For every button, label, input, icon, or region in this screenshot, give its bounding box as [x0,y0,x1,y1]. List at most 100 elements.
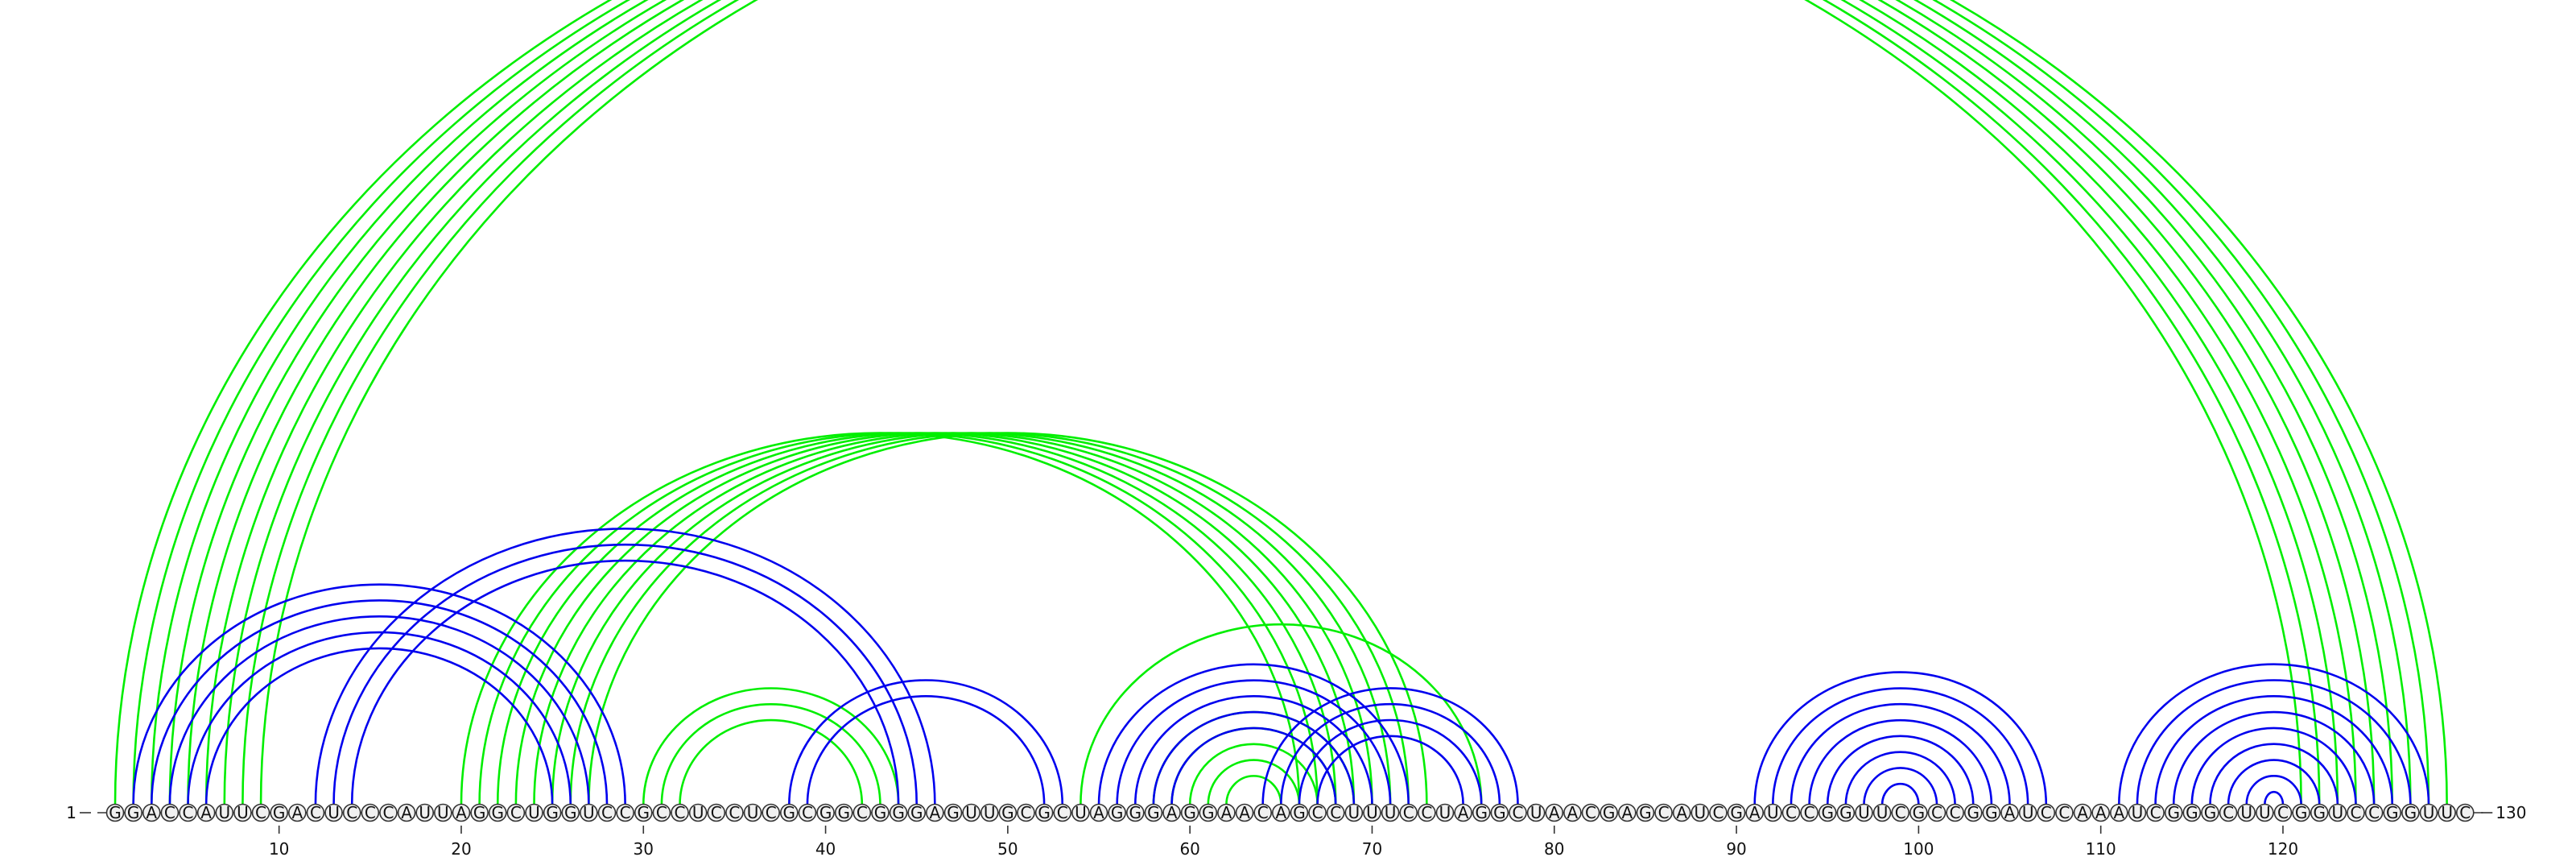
nucleotide-letter: G [1129,803,1142,822]
nucleotide-letter: U [1348,803,1360,822]
nucleotide-97: U [1855,803,1873,822]
nucleotide-circle [889,803,908,822]
nucleotide-letter: U [1530,803,1542,822]
primary-arc-98-100 [1880,782,1920,805]
nucleotide-circle [1909,803,1928,822]
nucleotide-78: C [1509,803,1527,822]
nucleotide-8: U [233,803,252,822]
nucleotide-letter: G [127,803,140,822]
nucleotide-circle [1180,803,1199,822]
tick-label-40: 40 [815,839,836,857]
nucleotide-123: U [2328,803,2347,822]
nucleotide-80: A [1545,803,1564,822]
alternate-structure-arcs [114,0,2448,805]
nucleotide-letter: U [2423,803,2435,822]
nucleotide-circle [1344,803,1364,822]
nucleotide-circle [1855,803,1873,822]
nucleotide-circle [233,803,252,822]
nucleotide-circle [1034,803,1054,822]
nucleotide-letter: G [564,803,577,822]
alternate-arc-7-127 [223,0,2412,805]
nucleotide-120: C [2273,803,2293,822]
primary-arc-66-76 [1298,718,1483,805]
nucleotide-1: G [105,803,125,822]
nucleotide-circle [834,803,853,822]
nucleotide-46: A [926,803,944,822]
nucleotide-21: G [470,803,489,822]
nucleotide-18: U [415,803,435,822]
tick-label-80: 80 [1544,839,1564,857]
nucleotide-circle [1199,803,1218,822]
nucleotide-19: U [434,803,452,822]
nucleotide-letter: A [1239,803,1250,822]
nucleotide-circle [852,803,872,822]
alternate-arc-30-44 [642,687,900,805]
nucleotide-letter: A [2077,803,2088,822]
nucleotide-circle [1125,803,1145,822]
tick-label-30: 30 [634,839,654,857]
nucleotide-letter: G [2313,803,2326,822]
nucleotide-letter: C [766,803,777,822]
primary-arc-56-71 [1116,679,1392,805]
nucleotide-circle [1053,803,1072,822]
nucleotide-letter: A [1676,803,1687,822]
nucleotide-letter: A [1621,803,1633,822]
nucleotide-116: G [2201,803,2219,822]
nucleotide-55: A [1089,803,1108,822]
nucleotide-112: U [2128,803,2147,822]
nucleotide-letter: U [583,803,595,822]
nucleotide-circle [1526,803,1546,822]
nucleotide-letter: G [837,803,850,822]
nucleotide-circle [798,803,817,822]
nucleotide-87: A [1672,803,1691,822]
nucleotide-circle [943,803,963,822]
nucleotide-91: A [1745,803,1764,822]
nucleotide-circle [1927,803,1946,822]
nucleotide-letter: G [1967,803,1980,822]
nucleotide-117: C [2219,803,2238,822]
nucleotide-102: C [1946,803,1964,822]
nucleotide-letter: A [930,803,941,822]
nucleotide-letter: C [857,803,868,822]
primary-arc-117-122 [2227,759,2321,805]
nucleotide-letter: G [2295,803,2308,822]
nucleotide-letter: G [1293,803,1306,822]
nucleotide-71: U [1381,803,1400,822]
nucleotide-39: C [798,803,817,822]
nucleotide-73: C [1418,803,1436,822]
nucleotide-94: C [1800,803,1818,822]
nucleotide-circle [1963,803,1983,822]
nucleotide-letter: C [183,803,194,822]
position-axis: 10 20 30 40 50 60 70 80 90 100 110 120 [269,826,2298,857]
nucleotide-letter: C [1330,803,1341,822]
nucleotide-letter: C [1312,803,1323,822]
nucleotide-circle [1490,803,1509,822]
nucleotide-circle [907,803,927,822]
primary-arc-95-103 [1826,735,1975,805]
nucleotide-67: C [1308,803,1327,822]
nucleotide-circle [1563,803,1582,822]
nucleotide-letter: G [273,803,286,822]
nucleotide-letter: A [2004,803,2016,822]
nucleotide-circle [1600,803,1618,822]
nucleotide-128: U [2419,803,2438,822]
nucleotide-95: G [1818,803,1837,822]
nucleotide-74: U [1435,803,1455,822]
nucleotide-61: G [1199,803,1218,822]
nucleotide-circle [1217,803,1236,822]
alternate-arc-62-65 [1225,775,1282,805]
alternate-arc-32-42 [679,718,864,805]
nucleotide-circle [2073,803,2092,822]
nucleotide-circle [270,803,288,822]
nucleotide-circle [1454,803,1472,822]
nucleotide-circle [1144,803,1163,822]
nucleotide-letter: G [1202,803,1215,822]
nucleotide-111: A [2110,803,2128,822]
nucleotide-3: A [142,803,161,822]
alternate-arc-6-126 [204,0,2394,805]
nucleotide-86: C [1654,803,1673,822]
nucleotide-letter: C [255,803,266,822]
nucleotide-circle [1363,803,1381,822]
nucleotide-circle [2401,803,2420,822]
